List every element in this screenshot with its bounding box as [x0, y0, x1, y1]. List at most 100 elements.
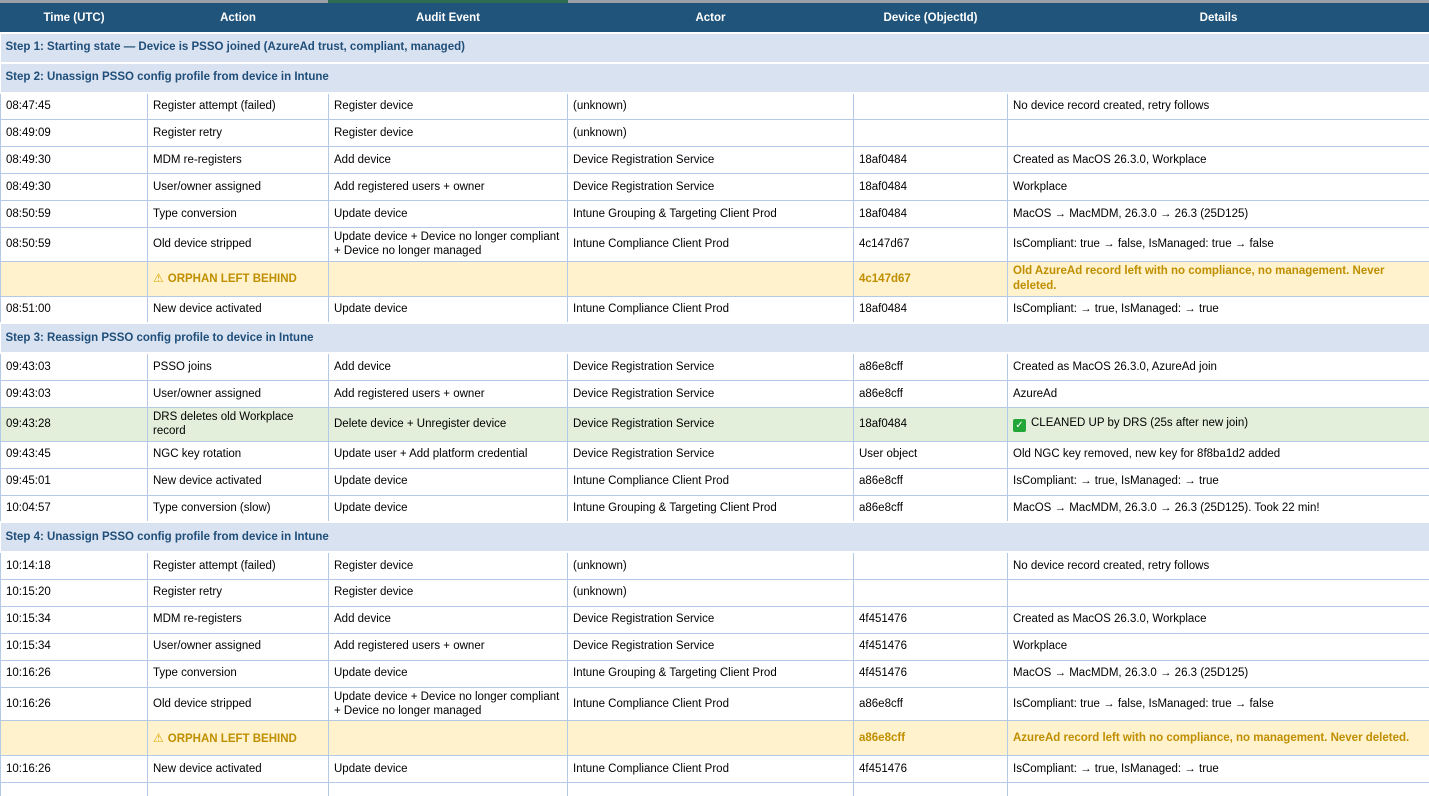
- actor-cell[interactable]: Device Registration Service: [567, 440, 854, 469]
- action-cell[interactable]: User/owner assigned: [147, 379, 329, 408]
- device-cell[interactable]: a86e8cff: [853, 720, 1008, 757]
- actor-cell[interactable]: Device Registration Service: [567, 379, 854, 408]
- time-cell[interactable]: 10:16:26: [0, 659, 148, 688]
- time-cell[interactable]: [0, 260, 148, 297]
- audit-event-cell[interactable]: Update device + Device no longer complia…: [328, 686, 568, 722]
- details-cell[interactable]: [1007, 119, 1429, 147]
- details-cell[interactable]: Workplace: [1007, 632, 1429, 661]
- audit-event-cell[interactable]: Add device: [328, 605, 568, 634]
- details-cell[interactable]: [1007, 782, 1429, 796]
- column-header-time[interactable]: Time (UTC): [0, 3, 148, 33]
- action-cell[interactable]: Register retry: [147, 578, 329, 607]
- actor-cell[interactable]: (unknown): [567, 92, 854, 120]
- audit-event-cell[interactable]: Update device + Device no longer complia…: [328, 227, 568, 262]
- device-cell[interactable]: a86e8cff: [853, 352, 1008, 381]
- action-cell[interactable]: Type conversion: [147, 200, 329, 228]
- audit-event-cell[interactable]: Add device: [328, 352, 568, 381]
- column-header-device[interactable]: Device (ObjectId): [853, 3, 1008, 33]
- action-cell[interactable]: Register attempt (failed): [147, 92, 329, 120]
- time-cell[interactable]: 10:16:26: [0, 755, 148, 784]
- action-cell[interactable]: [147, 782, 329, 796]
- column-header-audit-event[interactable]: Audit Event: [328, 3, 568, 33]
- audit-event-cell[interactable]: Register device: [328, 578, 568, 607]
- details-cell[interactable]: Workplace: [1007, 173, 1429, 201]
- action-cell[interactable]: Old device stripped: [147, 227, 329, 262]
- device-cell[interactable]: User object: [853, 440, 1008, 469]
- actor-cell[interactable]: Intune Compliance Client Prod: [567, 295, 854, 324]
- actor-cell[interactable]: Intune Grouping & Targeting Client Prod: [567, 200, 854, 228]
- details-cell[interactable]: MacOS → MacMDM, 26.3.0 → 26.3 (25D125): [1007, 200, 1429, 228]
- time-cell[interactable]: 08:50:59: [0, 200, 148, 228]
- action-cell[interactable]: MDM re-registers: [147, 605, 329, 634]
- audit-event-cell[interactable]: Update device: [328, 295, 568, 324]
- actor-cell[interactable]: Intune Compliance Client Prod: [567, 686, 854, 722]
- actor-cell[interactable]: Device Registration Service: [567, 352, 854, 381]
- action-cell[interactable]: ⚠ ORPHAN LEFT BEHIND: [147, 260, 329, 297]
- time-cell[interactable]: 10:15:34: [0, 605, 148, 634]
- action-cell[interactable]: PSSO joins: [147, 352, 329, 381]
- details-cell[interactable]: ✓ CLEANED UP by DRS (25s after new join): [1007, 406, 1429, 442]
- actor-cell[interactable]: [567, 260, 854, 297]
- device-cell[interactable]: 18af0484: [853, 406, 1008, 442]
- action-cell[interactable]: ⚠ ORPHAN LEFT BEHIND: [147, 720, 329, 757]
- actor-cell[interactable]: (unknown): [567, 551, 854, 580]
- time-cell[interactable]: 08:49:30: [0, 146, 148, 174]
- details-cell[interactable]: Old AzureAd record left with no complian…: [1007, 260, 1429, 297]
- audit-event-cell[interactable]: Update device: [328, 200, 568, 228]
- actor-cell[interactable]: Device Registration Service: [567, 605, 854, 634]
- details-cell[interactable]: MacOS → MacMDM, 26.3.0 → 26.3 (25D125). …: [1007, 494, 1429, 523]
- details-cell[interactable]: [1007, 578, 1429, 607]
- step-title[interactable]: Step 4: Unassign PSSO config profile fro…: [0, 521, 1429, 553]
- step-title[interactable]: Step 3: Reassign PSSO config profile to …: [0, 322, 1429, 355]
- details-cell[interactable]: IsCompliant: → true, IsManaged: → true: [1007, 755, 1429, 784]
- actor-cell[interactable]: Device Registration Service: [567, 173, 854, 201]
- time-cell[interactable]: 09:43:03: [0, 379, 148, 408]
- action-cell[interactable]: NGC key rotation: [147, 440, 329, 469]
- actor-cell[interactable]: Intune Grouping & Targeting Client Prod: [567, 494, 854, 523]
- details-cell[interactable]: IsCompliant: → true, IsManaged: → true: [1007, 295, 1429, 324]
- time-cell[interactable]: [0, 720, 148, 757]
- action-cell[interactable]: Register attempt (failed): [147, 551, 329, 580]
- action-cell[interactable]: Type conversion (slow): [147, 494, 329, 523]
- device-cell[interactable]: a86e8cff: [853, 686, 1008, 722]
- device-cell[interactable]: 18af0484: [853, 295, 1008, 324]
- details-cell[interactable]: No device record created, retry follows: [1007, 92, 1429, 120]
- details-cell[interactable]: AzureAd record left with no compliance, …: [1007, 720, 1429, 757]
- device-cell[interactable]: 18af0484: [853, 146, 1008, 174]
- audit-event-cell[interactable]: Update device: [328, 494, 568, 523]
- audit-event-cell[interactable]: Update device: [328, 467, 568, 496]
- time-cell[interactable]: 09:43:45: [0, 440, 148, 469]
- device-cell[interactable]: 4c147d67: [853, 260, 1008, 297]
- time-cell[interactable]: 09:43:28: [0, 406, 148, 442]
- time-cell[interactable]: 10:14:18: [0, 551, 148, 580]
- details-cell[interactable]: IsCompliant: true → false, IsManaged: tr…: [1007, 227, 1429, 262]
- details-cell[interactable]: No device record created, retry follows: [1007, 551, 1429, 580]
- time-cell[interactable]: 08:51:00: [0, 295, 148, 324]
- device-cell[interactable]: 4f451476: [853, 605, 1008, 634]
- audit-event-cell[interactable]: Register device: [328, 119, 568, 147]
- device-cell[interactable]: 4f451476: [853, 659, 1008, 688]
- action-cell[interactable]: MDM re-registers: [147, 146, 329, 174]
- column-header-details[interactable]: Details: [1007, 3, 1429, 33]
- actor-cell[interactable]: [567, 782, 854, 796]
- device-cell[interactable]: a86e8cff: [853, 467, 1008, 496]
- details-cell[interactable]: Created as MacOS 26.3.0, AzureAd join: [1007, 352, 1429, 381]
- step-title[interactable]: Step 2: Unassign PSSO config profile fro…: [0, 61, 1429, 94]
- time-cell[interactable]: 10:15:34: [0, 632, 148, 661]
- details-cell[interactable]: Created as MacOS 26.3.0, Workplace: [1007, 146, 1429, 174]
- time-cell[interactable]: 09:43:03: [0, 352, 148, 381]
- time-cell[interactable]: 08:47:45: [0, 92, 148, 120]
- time-cell[interactable]: 10:04:57: [0, 494, 148, 523]
- device-cell[interactable]: [853, 119, 1008, 147]
- actor-cell[interactable]: (unknown): [567, 119, 854, 147]
- audit-event-cell[interactable]: [328, 260, 568, 297]
- step-title[interactable]: Step 1: Starting state — Device is PSSO …: [0, 31, 1429, 64]
- column-header-action[interactable]: Action: [147, 3, 329, 33]
- audit-event-cell[interactable]: Update user + Add platform credential: [328, 440, 568, 469]
- action-cell[interactable]: New device activated: [147, 295, 329, 324]
- audit-event-cell[interactable]: Add device: [328, 146, 568, 174]
- details-cell[interactable]: Created as MacOS 26.3.0, Workplace: [1007, 605, 1429, 634]
- actor-cell[interactable]: Device Registration Service: [567, 406, 854, 442]
- device-cell[interactable]: 4c147d67: [853, 227, 1008, 262]
- details-cell[interactable]: IsCompliant: → true, IsManaged: → true: [1007, 467, 1429, 496]
